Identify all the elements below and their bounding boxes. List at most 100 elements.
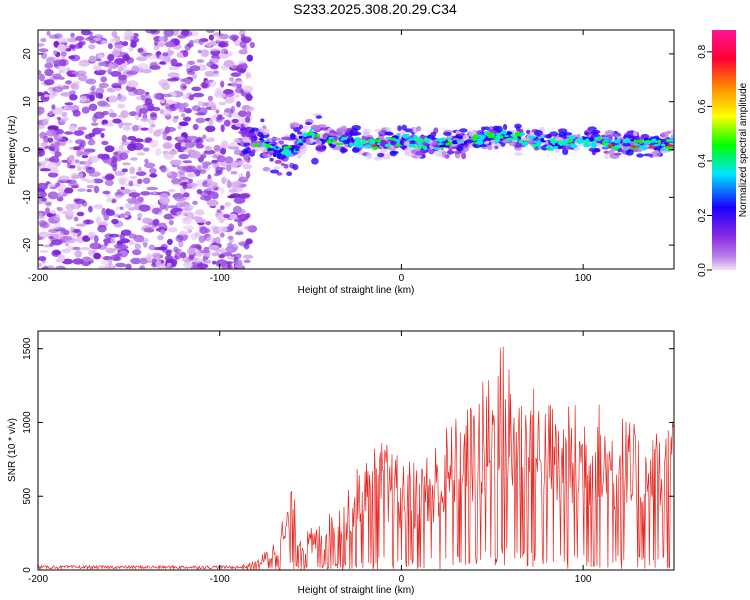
noise-blob [38, 107, 45, 115]
signal-blob [461, 152, 467, 160]
noise-blob [200, 81, 211, 89]
noise-blob [117, 66, 124, 73]
noise-blob [38, 48, 49, 53]
noise-blob [38, 73, 46, 82]
noise-blob [160, 93, 172, 98]
noise-blob [124, 203, 132, 209]
noise-blob [45, 57, 56, 64]
colorbar-axis: 0.0 0.2 0.4 0.6 0.8 [697, 44, 712, 277]
signal-blob [374, 128, 381, 133]
noise-blob [120, 110, 129, 118]
noise-blob [98, 265, 111, 269]
signal-peak [272, 153, 277, 157]
noise-blob [101, 207, 106, 216]
noise-blob [103, 213, 110, 221]
signal-blob [289, 122, 300, 128]
noise-blob [186, 173, 197, 178]
signal-peak [376, 139, 382, 143]
signal-blob [455, 130, 461, 134]
noise-blob [202, 134, 207, 140]
bottom-plot-frame [37, 330, 675, 571]
signal-blob [240, 123, 245, 129]
noise-blob [44, 68, 54, 77]
noise-blob [145, 53, 158, 60]
noise-blob [108, 62, 114, 71]
signal-blob [633, 130, 638, 137]
signal-peak [350, 139, 355, 142]
noise-blob [115, 206, 122, 211]
signal-peak [652, 138, 657, 143]
signal-peak [630, 138, 634, 142]
noise-blob [113, 213, 120, 218]
noise-blob [168, 66, 179, 71]
noise-blob [175, 235, 184, 243]
noise-blob [88, 103, 98, 112]
signal-blob [373, 156, 383, 161]
noise-blob [81, 151, 90, 155]
signal-peak [297, 139, 303, 144]
signal-peak [521, 141, 529, 146]
noise-blob [137, 63, 149, 71]
noise-blob [245, 170, 251, 179]
noise-blob [205, 145, 213, 152]
noise-blob [200, 49, 210, 58]
signal-blob [273, 166, 280, 170]
signal-peak [298, 142, 304, 146]
signal-blob [416, 126, 422, 132]
signal-blob [487, 144, 493, 151]
signal-peak [549, 138, 556, 142]
signal-blob [526, 129, 531, 135]
noise-blob [111, 198, 117, 204]
noise-blob [218, 101, 227, 106]
noise-blob [217, 226, 228, 233]
noise-blob [43, 79, 55, 86]
signal-blob [403, 141, 410, 146]
colorbar-label: Normalized spectral amplitude [738, 82, 749, 217]
signal-blob [283, 163, 289, 169]
noise-blob [55, 232, 65, 240]
noise-blob [110, 237, 116, 244]
signal-blob [301, 125, 309, 130]
colorbar [712, 30, 736, 270]
signal-blob [625, 149, 634, 156]
noise-blob [137, 166, 142, 173]
noise-blob [130, 41, 137, 48]
noise-blob [237, 64, 246, 69]
signal-blob [587, 126, 597, 131]
noise-blob [117, 103, 126, 109]
snr-series-line [38, 346, 674, 570]
noise-blob [103, 159, 112, 164]
noise-blob [218, 33, 229, 40]
noise-blob [169, 128, 175, 132]
noise-blob [64, 102, 74, 106]
noise-blob [236, 68, 247, 73]
noise-blob [158, 36, 165, 42]
noise-blob [73, 216, 79, 222]
signal-peak [326, 139, 332, 144]
signal-peak [540, 138, 545, 142]
noise-blob [216, 209, 222, 213]
signal-blob [377, 152, 385, 158]
noise-blob [122, 41, 129, 47]
noise-blob [58, 210, 69, 214]
noise-blob [203, 149, 216, 155]
noise-blob [221, 176, 226, 185]
noise-blob [121, 168, 128, 173]
noise-blob [235, 259, 243, 267]
noise-blob [177, 136, 185, 141]
noise-blob [119, 213, 126, 219]
noise-blob [149, 65, 161, 70]
signal-blob [384, 131, 393, 136]
signal-blob [296, 131, 303, 135]
noise-blob [122, 162, 131, 166]
noise-blob [114, 243, 123, 249]
noise-blob [245, 106, 255, 112]
noise-blob [78, 61, 90, 67]
noise-blob [86, 189, 92, 193]
noise-blob [106, 209, 115, 216]
noise-blob [130, 175, 138, 180]
noise-blob [223, 59, 235, 68]
noise-blob [243, 242, 250, 250]
noise-blob [110, 38, 121, 44]
noise-blob [56, 196, 64, 202]
